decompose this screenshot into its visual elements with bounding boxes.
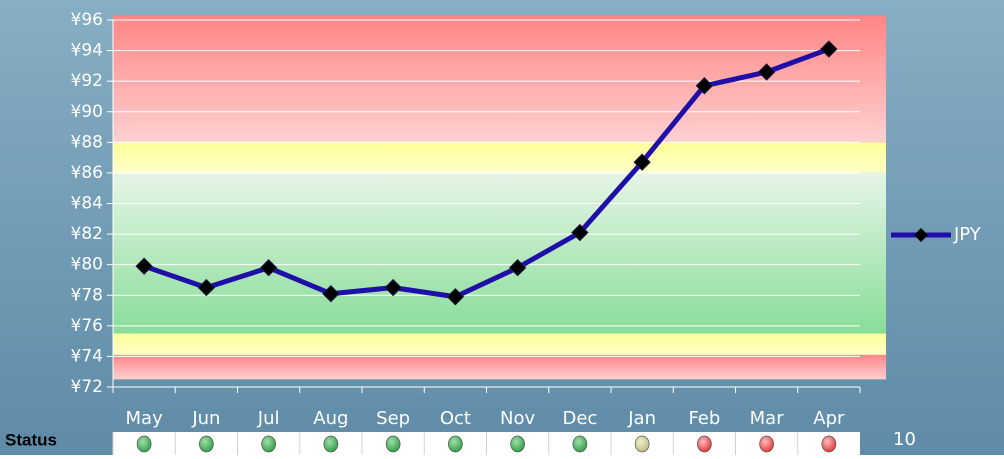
x-tick-label: Jan	[627, 408, 656, 429]
data-point	[508, 259, 527, 277]
x-tick-label: Jul	[257, 408, 280, 429]
y-tick-label: ¥74	[71, 346, 103, 366]
y-tick-label: ¥94	[71, 41, 103, 61]
threshold-band	[113, 142, 886, 173]
status-dot	[448, 435, 463, 453]
threshold-band	[113, 15, 886, 143]
series-line	[143, 46, 830, 300]
legend-marker	[914, 228, 928, 242]
status-label: Status	[5, 430, 57, 449]
y-tick-label: ¥96	[71, 10, 103, 30]
status-dot	[510, 435, 525, 453]
data-point	[135, 257, 153, 275]
status-dot	[199, 435, 214, 453]
status-dot	[136, 435, 152, 453]
data-point	[820, 40, 838, 58]
x-tick-label: Jun	[191, 408, 220, 429]
x-tick-label: Oct	[440, 408, 471, 429]
y-tick-label: ¥82	[71, 224, 103, 244]
legend-label: JPY	[953, 224, 982, 245]
x-tick-label: Feb	[688, 408, 720, 429]
y-tick-label: ¥88	[71, 132, 103, 152]
data-point	[197, 278, 216, 297]
y-tick-label: ¥92	[71, 71, 103, 91]
data-point	[446, 288, 465, 306]
threshold-band	[113, 172, 886, 334]
x-tick-label: Nov	[500, 408, 535, 429]
page-number: 10	[893, 429, 916, 450]
data-point	[695, 77, 714, 95]
data-point	[633, 153, 651, 171]
threshold-band	[113, 333, 886, 355]
y-tick-label: ¥90	[71, 102, 103, 122]
data-point	[322, 285, 340, 303]
status-dot	[572, 435, 588, 453]
data-point	[384, 278, 402, 297]
x-tick-label: Dec	[562, 408, 597, 429]
y-tick-label: ¥86	[71, 163, 103, 183]
x-tick-label: Aug	[313, 408, 348, 429]
status-dot	[634, 435, 650, 453]
x-tick-label: May	[126, 408, 164, 429]
status-dot	[821, 435, 837, 453]
status-dot	[697, 435, 712, 453]
data-point	[571, 223, 589, 242]
threshold-band	[113, 354, 886, 380]
data-point	[757, 63, 776, 81]
y-tick-label: ¥84	[71, 194, 103, 214]
status-dot	[385, 435, 401, 453]
data-point	[259, 259, 278, 277]
status-dot	[323, 435, 339, 453]
y-tick-label: ¥80	[71, 255, 103, 275]
x-tick-label: Apr	[813, 408, 845, 429]
x-tick-label: Mar	[750, 408, 785, 429]
y-tick-label: ¥76	[71, 316, 103, 336]
y-tick-label: ¥72	[71, 377, 103, 397]
status-dot	[759, 435, 774, 453]
status-dot	[261, 435, 276, 453]
y-tick-label: ¥78	[71, 285, 103, 305]
x-tick-label: Sep	[376, 408, 410, 429]
